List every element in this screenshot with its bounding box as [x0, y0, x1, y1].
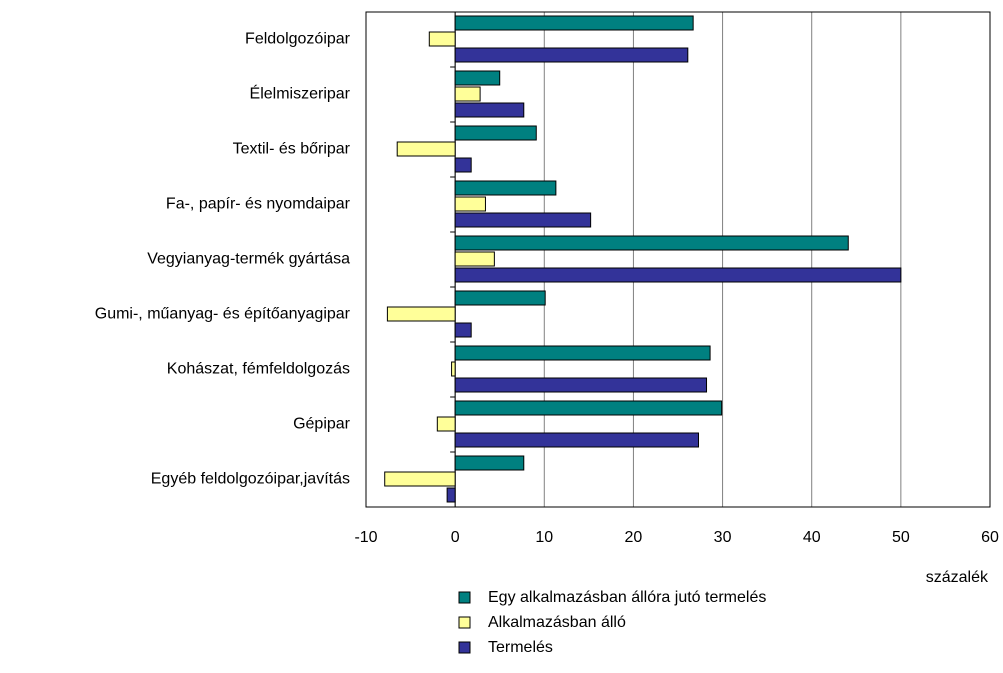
- bar: [454, 47, 689, 63]
- bar: [454, 345, 711, 361]
- bar: [454, 400, 723, 416]
- bar: [454, 322, 472, 338]
- bar: [454, 180, 557, 196]
- bar: [446, 487, 456, 503]
- y-tick-label: Kohászat, fémfeldolgozás: [167, 361, 350, 378]
- bar: [428, 31, 456, 47]
- bar: [386, 306, 456, 322]
- x-tick-label: 60: [981, 529, 999, 546]
- bar: [454, 290, 546, 306]
- x-tick-label: -10: [354, 529, 377, 546]
- bar: [454, 455, 525, 471]
- legend-swatch: [458, 641, 471, 654]
- bar: [454, 235, 849, 251]
- plot-border: [365, 11, 991, 508]
- y-tick-label: Fa-, papír- és nyomdaipar: [166, 196, 351, 213]
- y-tick-label: Feldolgozóipar: [245, 31, 351, 48]
- bar: [454, 102, 525, 118]
- legend-label: Alkalmazásban álló: [488, 614, 626, 631]
- x-tick-label: 10: [535, 529, 553, 546]
- bar: [454, 377, 708, 393]
- legend-swatch: [458, 591, 471, 604]
- y-tick-label: Egyéb feldolgozóipar,javítás: [151, 471, 350, 488]
- bar: [454, 432, 700, 448]
- bar: [396, 141, 456, 157]
- y-tick-label: Textil- és bőripar: [233, 141, 351, 158]
- x-tick-label: 30: [714, 529, 732, 546]
- bar: [454, 212, 592, 228]
- x-tick-label: 0: [451, 529, 460, 546]
- bar: [454, 15, 694, 31]
- y-tick-label: Vegyianyag-termék gyártása: [147, 251, 350, 268]
- bar: [451, 361, 456, 377]
- x-axis-label: százalék: [926, 569, 989, 586]
- bar: [454, 86, 481, 102]
- bar: [454, 70, 501, 86]
- bar: [454, 125, 537, 141]
- bar: [436, 416, 456, 432]
- y-tick-label: Gépipar: [293, 416, 351, 433]
- x-tick-label: 50: [892, 529, 910, 546]
- x-tick-label: 40: [803, 529, 821, 546]
- bar: [454, 157, 472, 173]
- legend-label: Termelés: [488, 639, 553, 656]
- bar: [454, 251, 495, 267]
- bar: [454, 196, 486, 212]
- y-tick-label: Élelmiszeripar: [250, 84, 351, 103]
- legend-swatch: [458, 616, 471, 629]
- bar: [384, 471, 456, 487]
- y-tick-label: Gumi-, műanyag- és építőanyagipar: [95, 306, 351, 323]
- legend-label: Egy alkalmazásban állóra jutó termelés: [488, 589, 766, 606]
- x-tick-label: 20: [625, 529, 643, 546]
- bar: [454, 267, 902, 283]
